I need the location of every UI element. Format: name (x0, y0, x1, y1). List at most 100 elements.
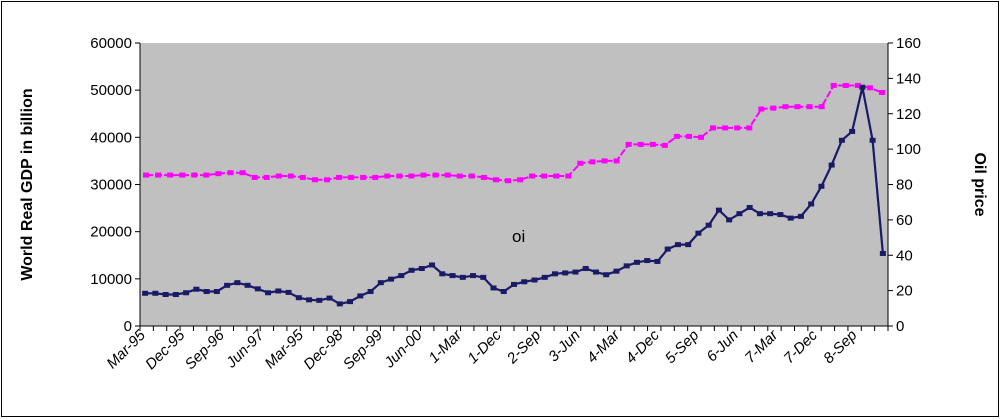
y2-tick-label: 60 (896, 212, 913, 229)
oil-price-point (787, 215, 794, 221)
gdp-point (456, 173, 463, 179)
oil-price-point (797, 213, 804, 219)
y2-axis-label: Oil price (971, 152, 988, 216)
gdp-point (589, 159, 596, 165)
y2-tick-label: 100 (896, 141, 921, 158)
oil-price-point (818, 183, 825, 189)
x-tick-label: 2-Sep (503, 327, 544, 368)
oil-price-point (685, 242, 692, 248)
gdp-point (348, 174, 355, 180)
gdp-point (287, 173, 294, 179)
oil-price-point (142, 290, 149, 296)
gdp-point (794, 104, 801, 110)
gdp-point (878, 90, 885, 96)
oil-price-point (254, 286, 261, 292)
gdp-point (263, 174, 270, 180)
gdp-point (420, 172, 427, 178)
gdp-point (782, 104, 789, 110)
oil-price-point (439, 271, 446, 277)
gdp-point (866, 85, 873, 91)
gdp-point (468, 173, 475, 179)
oil-price-point (357, 293, 364, 299)
y2-tick-label: 160 (896, 35, 921, 52)
gdp-point (698, 134, 704, 140)
oil-price-point (480, 274, 487, 280)
oil-price-point (572, 269, 579, 275)
x-tick-label: 1-Mar (425, 326, 465, 366)
gdp-point (661, 142, 668, 148)
x-tick-label: 8-Sep (820, 327, 860, 367)
gdp-point (830, 82, 837, 88)
y-tick-label: 60000 (90, 35, 132, 52)
oil-price-point (664, 246, 671, 252)
oil-price-point (172, 292, 179, 298)
x-tick-label: 1-Dec (464, 326, 505, 367)
oil-price-point (398, 273, 405, 279)
y-tick-label: 20000 (90, 224, 132, 241)
oil-price-point (849, 128, 856, 134)
oil-price-point (500, 289, 507, 295)
gdp-point (517, 177, 524, 183)
oil-price-point (869, 137, 876, 143)
oil-price-point (470, 273, 477, 279)
gdp-point (710, 125, 717, 131)
gdp-point (167, 172, 174, 178)
oil-price-point (756, 211, 763, 217)
gdp-point (408, 173, 415, 179)
y-axis-right: 0 20 40 60 80 100 120 140 160 (887, 35, 921, 335)
gdp-point (565, 173, 572, 179)
chart-annotation: oi (512, 227, 525, 246)
gdp-point (806, 104, 813, 110)
oil-price-point (551, 271, 558, 277)
oil-price-point (388, 276, 395, 282)
oil-price-point (838, 137, 845, 143)
gdp-point (504, 178, 511, 184)
oil-price-point (316, 297, 323, 303)
x-tick-label: Dec-95 (142, 326, 189, 373)
gdp-point (360, 174, 367, 180)
oil-price-point (203, 289, 210, 295)
gdp-point (722, 125, 729, 131)
oil-price-point (767, 211, 774, 217)
oil-price-point (633, 259, 640, 265)
oil-price-point (367, 289, 374, 295)
gdp-point (444, 172, 451, 178)
oil-price-point (295, 295, 302, 301)
gdp-point (818, 104, 825, 110)
gdp-point (492, 177, 499, 183)
oil-price-point (449, 273, 456, 279)
y-tick-label: 0 (124, 318, 132, 335)
oil-price-point (541, 274, 548, 280)
x-tick-label: 4-Dec (622, 326, 663, 367)
gdp-point (155, 172, 162, 178)
oil-price-point (562, 270, 569, 276)
gdp-point (842, 82, 849, 88)
gdp-point (746, 125, 753, 131)
oil-price-point (531, 277, 538, 283)
oil-price-point (162, 292, 169, 298)
oil-price-point (777, 212, 784, 218)
y2-tick-label: 80 (896, 177, 913, 194)
oil-price-point (429, 262, 436, 268)
oil-price-point (306, 297, 313, 303)
oil-price-point (244, 282, 251, 288)
oil-price-point (623, 263, 630, 269)
gdp-point (179, 172, 186, 178)
oil-price-point (152, 290, 159, 296)
gdp-point (673, 133, 680, 139)
x-tick-label: Sep-96 (182, 326, 229, 373)
oil-price-point (828, 162, 835, 168)
gdp-point (685, 133, 692, 139)
gdp-point (203, 172, 210, 178)
gdp-point (734, 125, 741, 131)
x-tick-label: Jun-00 (380, 326, 426, 372)
gdp-point (553, 173, 560, 179)
x-axis: Mar-95Dec-95Sep-96Jun-97Mar-95Dec-98Sep-… (103, 325, 889, 373)
oil-price-point (213, 289, 220, 295)
oil-price-point (859, 84, 866, 90)
x-tick-label: 6-Jun (703, 327, 742, 366)
oil-price-point (705, 222, 712, 228)
x-tick-label: Dec-98 (300, 326, 347, 373)
gdp-point (372, 174, 379, 180)
